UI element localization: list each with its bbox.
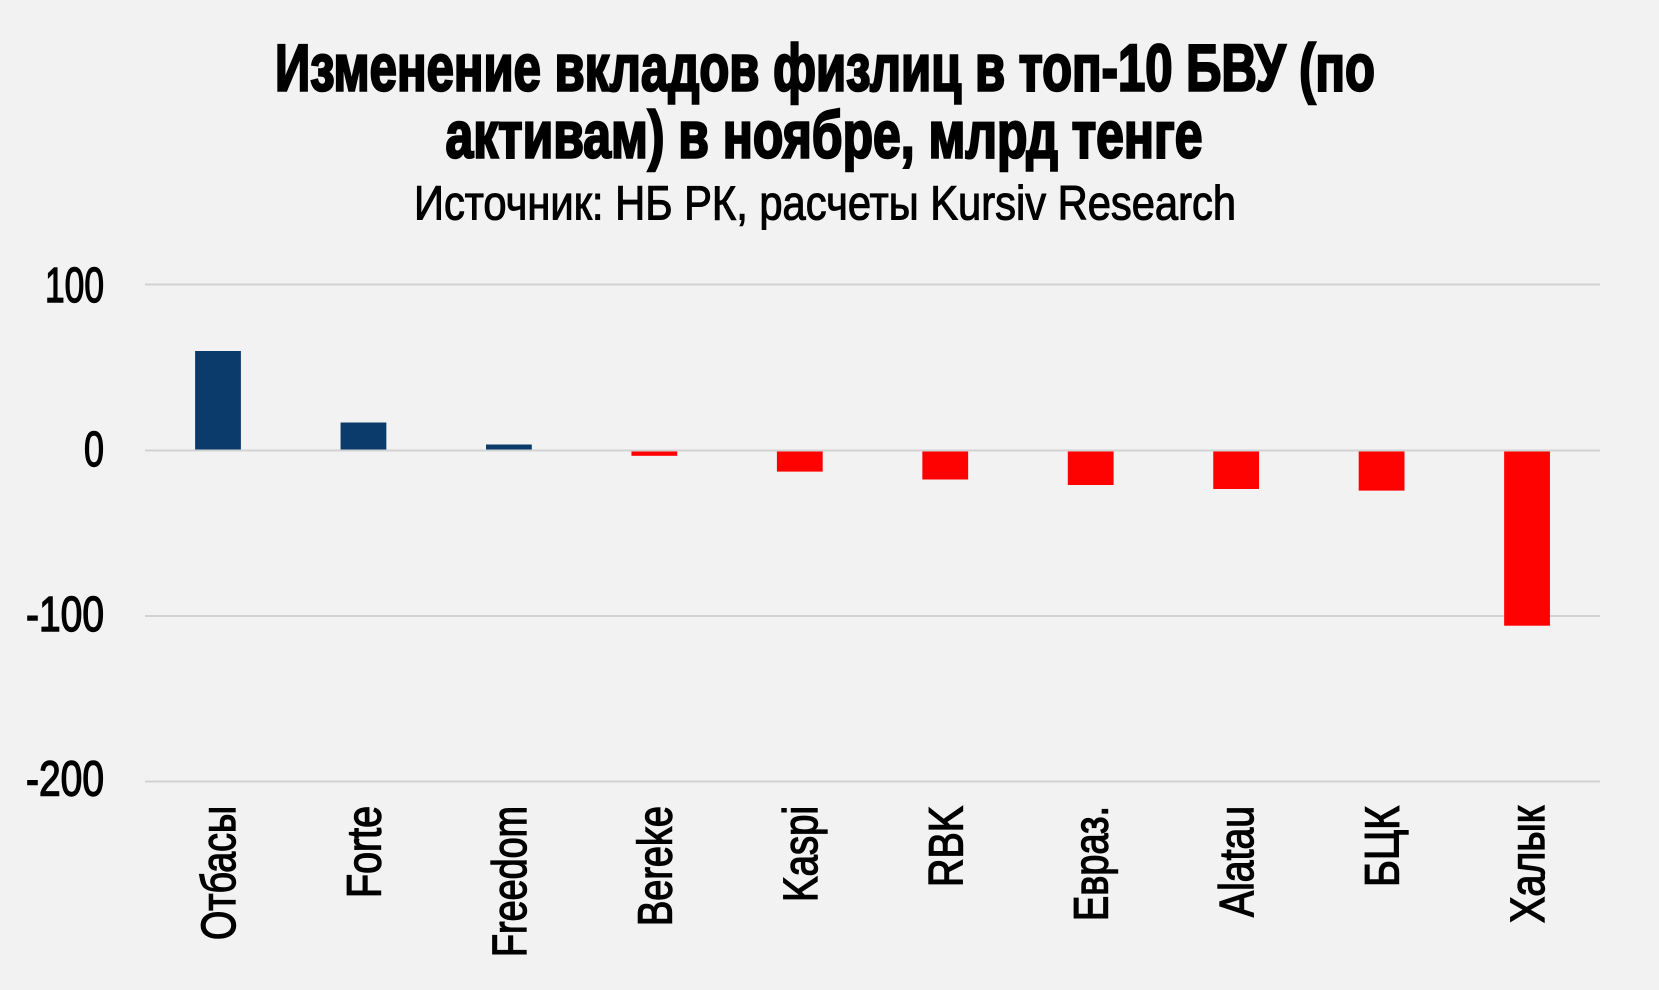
svg-text:Отбасы: Отбасы: [193, 806, 246, 940]
svg-text:0: 0: [84, 423, 104, 477]
svg-text:Изменение вкладов физлиц в топ: Изменение вкладов физлиц в топ-10 БВУ (п…: [275, 31, 1375, 105]
svg-text:-100: -100: [26, 588, 104, 642]
svg-text:Forte: Forte: [338, 806, 391, 898]
svg-text:RBK: RBK: [920, 806, 973, 887]
svg-text:Халык: Халык: [1502, 805, 1555, 923]
svg-text:Freedom: Freedom: [484, 806, 537, 957]
svg-text:Alatau: Alatau: [1211, 806, 1264, 917]
svg-text:БЦК: БЦК: [1357, 806, 1410, 887]
svg-text:Bereke: Bereke: [629, 806, 682, 926]
svg-text:Источник: НБ РК, расчеты Kursi: Источник: НБ РК, расчеты Kursiv Research: [414, 178, 1236, 231]
svg-text:100: 100: [45, 259, 104, 313]
svg-text:-200: -200: [26, 753, 104, 807]
svg-text:активам) в ноябре, млрд тенге: активам) в ноябре, млрд тенге: [446, 98, 1203, 172]
svg-text:Евраз.: Евраз.: [1066, 806, 1119, 921]
svg-text:Kaspi: Kaspi: [775, 806, 828, 902]
